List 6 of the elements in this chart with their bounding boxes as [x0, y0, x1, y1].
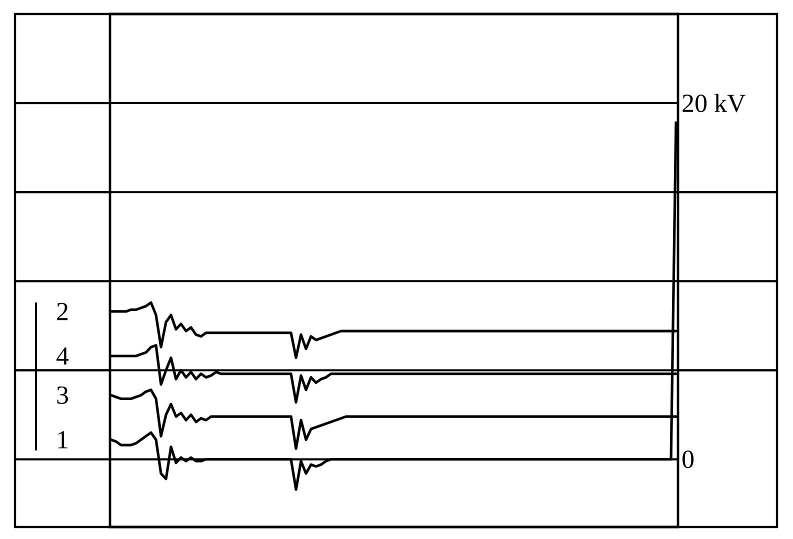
y-tick-label: 0	[682, 450, 694, 468]
y-tick-label: 20 kV	[682, 94, 746, 112]
legend-label: 3	[57, 386, 68, 404]
series-label: 1	[58, 431, 68, 448]
series-label: 4	[56, 347, 69, 365]
legend-label: 2	[57, 302, 68, 320]
